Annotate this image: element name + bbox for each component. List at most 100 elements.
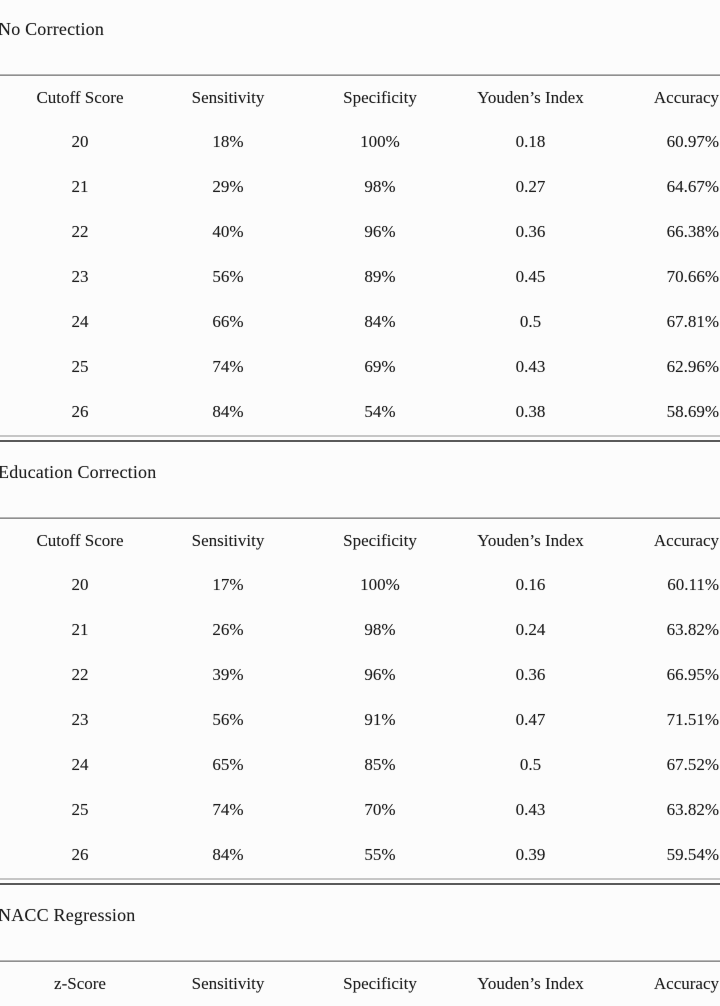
table-cell: 84% <box>212 402 244 422</box>
table-cell: 21 <box>71 177 89 197</box>
table-row: 21 26% 98% 0.24 63.82% <box>0 608 720 653</box>
table-row: 20 18% 100% 0.18 60.97% <box>0 120 720 165</box>
table-cell: 98% <box>364 620 396 640</box>
table-cell: 71.51% <box>666 710 719 730</box>
table-cell: 65% <box>212 755 244 775</box>
section-education-correction: Education Correction Cutoff Score Sensit… <box>0 434 720 878</box>
table-body: 20 18% 100% 0.18 60.97% 21 29% 98% 0.27 64.67% 22 4… <box>0 120 720 435</box>
table-cell: 26 <box>71 845 89 865</box>
table-cell: 24 <box>71 312 89 332</box>
table-cell: 0.38 <box>515 402 546 422</box>
section-title-nacc-regression: NACC Regression <box>0 904 136 925</box>
cutoff-table-no-correction: Cutoff Score Sensitivity Specificity You… <box>0 76 720 435</box>
table-cell: 84% <box>212 845 244 865</box>
table-cell: 67.81% <box>666 312 719 332</box>
table-cell: 18% <box>212 132 244 152</box>
table-cell: 0.45 <box>515 267 546 287</box>
table-row: 23 56% 89% 0.45 70.66% <box>0 255 720 300</box>
table-cell: 55% <box>364 845 396 865</box>
table-cell: 91% <box>364 710 396 730</box>
table-row: 22 40% 96% 0.36 66.38% <box>0 210 720 255</box>
section-divider-rule <box>0 877 720 886</box>
table-row: 25 74% 69% 0.43 62.96% <box>0 345 720 390</box>
table-cell: 58.69% <box>666 402 719 422</box>
column-header-sensitivity: Sensitivity <box>191 530 265 550</box>
table-cell: 0.24 <box>515 620 546 640</box>
column-header-cutoff-score: Cutoff Score <box>36 87 124 107</box>
table-cell: 23 <box>71 710 89 730</box>
column-header-sensitivity: Sensitivity <box>191 87 265 107</box>
column-header-specificity: Specificity <box>343 973 417 993</box>
table-cell: 0.5 <box>519 312 542 332</box>
table-cell: 60.97% <box>666 132 719 152</box>
column-header-specificity: Specificity <box>343 530 417 550</box>
table-cell: 0.43 <box>515 357 546 377</box>
table-cell: 0.36 <box>515 222 546 242</box>
table-cell: 25 <box>71 800 89 820</box>
table-body: 20 17% 100% 0.16 60.11% 21 26% 98% 0.24 63.82% 22 3… <box>0 563 720 878</box>
column-header-z-score: z-Score <box>54 973 106 993</box>
column-header-cutoff-score: Cutoff Score <box>36 530 124 550</box>
table-cell: 26% <box>212 620 244 640</box>
table-cell: 0.47 <box>515 710 546 730</box>
table-cell: 17% <box>212 575 244 595</box>
table-row: 21 29% 98% 0.27 64.67% <box>0 165 720 210</box>
cutoff-table-education-correction: Cutoff Score Sensitivity Specificity You… <box>0 519 720 878</box>
table-cell: 26 <box>71 402 89 422</box>
table-cell: 40% <box>212 222 244 242</box>
column-header-youdens-index: Youden’s Index <box>477 530 584 550</box>
table-cell: 0.43 <box>515 800 546 820</box>
table-cell: 100% <box>360 575 400 595</box>
table-cell: 96% <box>364 665 396 685</box>
table-cell: 70.66% <box>666 267 719 287</box>
header-top-rule <box>0 516 720 519</box>
table-cell: 56% <box>212 710 244 730</box>
header-row: Cutoff Score Sensitivity Specificity You… <box>0 76 720 120</box>
column-header-sensitivity: Sensitivity <box>191 973 265 993</box>
section-title-no-correction: No Correction <box>0 18 105 39</box>
table-cell: 74% <box>212 800 244 820</box>
table-cell: 25 <box>71 357 89 377</box>
table-cell: 23 <box>71 267 89 287</box>
table-cell: 84% <box>364 312 396 332</box>
table-cell: 0.5 <box>519 755 542 775</box>
header-row: Cutoff Score Sensitivity Specificity You… <box>0 519 720 563</box>
table-cell: 29% <box>212 177 244 197</box>
table-cell: 63.82% <box>666 800 719 820</box>
table-cell: 0.27 <box>515 177 546 197</box>
header-top-rule <box>0 73 720 76</box>
table-cell: 67.52% <box>666 755 719 775</box>
table-cell: 70% <box>364 800 396 820</box>
header-row: z-Score Sensitivity Specificity Youden’s… <box>0 962 720 1006</box>
table-cell: 0.39 <box>515 845 546 865</box>
z-score-table-nacc-regression: z-Score Sensitivity Specificity Youden’s… <box>0 962 720 1006</box>
table-cell: 96% <box>364 222 396 242</box>
table-cell: 22 <box>71 665 89 685</box>
table-cell: 66.38% <box>666 222 719 242</box>
table-cell: 0.18 <box>515 132 546 152</box>
table-row: 23 56% 91% 0.47 71.51% <box>0 698 720 743</box>
table-cell: 66.95% <box>666 665 719 685</box>
table-row: 22 39% 96% 0.36 66.95% <box>0 653 720 698</box>
section-title-education-correction: Education Correction <box>0 461 157 482</box>
table-cell: 69% <box>364 357 396 377</box>
paper-page: No Correction Cutoff Score Sensitivity S… <box>0 15 720 993</box>
column-header-accuracy: Accuracy <box>653 530 719 550</box>
section-no-correction: No Correction Cutoff Score Sensitivity S… <box>0 15 720 435</box>
column-header-youdens-index: Youden’s Index <box>477 973 584 993</box>
column-header-youdens-index: Youden’s Index <box>477 87 584 107</box>
table-cell: 20 <box>71 132 89 152</box>
section-divider-rule <box>0 434 720 443</box>
table-cell: 74% <box>212 357 244 377</box>
table-cell: 64.67% <box>666 177 719 197</box>
column-header-specificity: Specificity <box>343 87 417 107</box>
table-cell: 39% <box>212 665 244 685</box>
column-header-accuracy: Accuracy <box>653 973 719 993</box>
table-cell: 0.36 <box>515 665 546 685</box>
table-cell: 62.96% <box>666 357 719 377</box>
table-row: 26 84% 54% 0.38 58.69% <box>0 390 720 435</box>
section-nacc-regression: NACC Regression z-Score Sensitivity Spec… <box>0 877 720 1006</box>
table-cell: 22 <box>71 222 89 242</box>
table-row: 24 66% 84% 0.5 67.81% <box>0 300 720 345</box>
table-row: 25 74% 70% 0.43 63.82% <box>0 788 720 833</box>
